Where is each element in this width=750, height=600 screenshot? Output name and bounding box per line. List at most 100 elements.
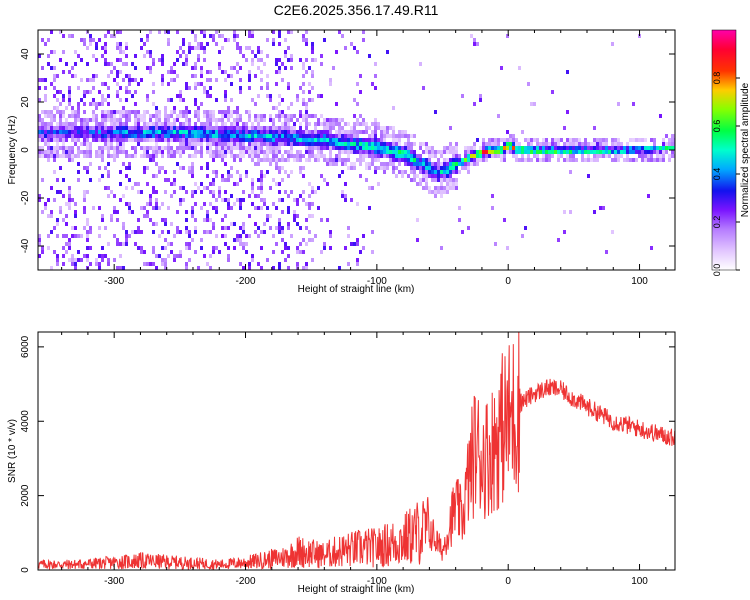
spectrogram-cell <box>284 134 287 138</box>
spectrogram-cell <box>641 150 644 154</box>
spectrogram-cell <box>245 58 248 62</box>
spectrogram-cell <box>170 138 173 142</box>
spectrogram-cell <box>227 130 230 134</box>
spectrogram-cell <box>191 126 194 130</box>
spectrogram-cell <box>200 74 203 78</box>
spectrogram-cell <box>362 142 365 146</box>
spectrogram-cell <box>284 122 287 126</box>
spectrogram-cell <box>371 138 374 142</box>
spectrogram-cell <box>350 162 353 166</box>
spectrogram-cell <box>200 42 203 46</box>
spectrogram-cell <box>68 206 71 210</box>
spectrogram-cell <box>236 110 239 114</box>
spectrogram-cell <box>125 138 128 142</box>
spectrogram-cell <box>284 190 287 194</box>
spectrogram-cell <box>539 142 542 146</box>
spectrogram-cell <box>191 46 194 50</box>
spectrogram-cell <box>530 146 533 150</box>
spectrogram-cell <box>368 162 371 166</box>
spectrogram-cell <box>200 182 203 186</box>
spectrogram-cell <box>494 242 497 246</box>
spectrogram-cell <box>518 146 521 150</box>
spectrogram-cell <box>260 134 263 138</box>
spectrogram-cell <box>290 102 293 106</box>
spectrogram-cell <box>104 42 107 46</box>
spectrogram-cell <box>158 58 161 62</box>
spectrogram-cell <box>59 30 62 34</box>
spectrogram-cell <box>179 254 182 258</box>
spectrogram-cell <box>593 146 596 150</box>
spectrogram-cell <box>161 150 164 154</box>
spectrogram-cell <box>134 110 137 114</box>
spectrogram-cell <box>563 142 566 146</box>
chart-title: C2E6.2025.356.17.49.R11 <box>274 2 439 18</box>
spectrogram-cell <box>641 146 644 150</box>
spectrogram-cell <box>527 146 530 150</box>
spectrogram-cell <box>119 134 122 138</box>
spectrogram-cell <box>161 230 164 234</box>
spectrogram-cell <box>59 210 62 214</box>
spectrogram-cell <box>161 74 164 78</box>
spectrogram-cell <box>104 50 107 54</box>
spectrogram-cell <box>47 158 50 162</box>
spectrogram-cell <box>320 134 323 138</box>
spectrogram-cell <box>47 38 50 42</box>
spectrogram-cell <box>122 50 125 54</box>
spectrogram-cell <box>98 90 101 94</box>
spectrogram-cell <box>566 142 569 146</box>
spectrogram-cell <box>515 146 518 150</box>
spectrogram-cell <box>143 118 146 122</box>
spectrogram-cell <box>494 154 497 158</box>
spectrogram-cell <box>257 122 260 126</box>
spectrogram-cell <box>116 118 119 122</box>
spectrogram-cell <box>254 54 257 58</box>
spectrogram-cell <box>245 126 248 130</box>
spectrogram-cell <box>179 230 182 234</box>
spectrogram-cell <box>371 186 374 190</box>
spectrogram-cell <box>227 198 230 202</box>
spectrogram-cell <box>182 50 185 54</box>
spectrogram-cell <box>617 146 620 150</box>
spectrogram-cell <box>443 178 446 182</box>
spectrogram-cell <box>239 158 242 162</box>
spectrogram-cell <box>140 206 143 210</box>
spectrogram-y-tick-label: 0 <box>20 147 31 153</box>
spectrogram-cell <box>173 258 176 262</box>
spectrogram-cell <box>215 142 218 146</box>
spectrogram-cell <box>203 254 206 258</box>
spectrogram-cell <box>167 30 170 34</box>
spectrogram-cell <box>230 110 233 114</box>
spectrogram-cell <box>341 118 344 122</box>
spectrogram-cell <box>194 146 197 150</box>
spectrogram-cell <box>182 62 185 66</box>
spectrogram-cell <box>431 174 434 178</box>
spectrogram-cell <box>449 158 452 162</box>
spectrogram-cell <box>413 134 416 138</box>
spectrogram-cell <box>41 138 44 142</box>
spectrogram-cell <box>257 186 260 190</box>
spectrogram-cell <box>452 182 455 186</box>
spectrogram-cell <box>281 78 284 82</box>
spectrogram-cell <box>89 38 92 42</box>
spectrogram-cell <box>98 146 101 150</box>
spectrogram-cell <box>281 134 284 138</box>
spectrogram-cell <box>101 102 104 106</box>
spectrogram-cell <box>290 190 293 194</box>
spectrogram-cell <box>44 94 47 98</box>
spectrogram-cell <box>62 246 65 250</box>
spectrogram-cell <box>194 126 197 130</box>
spectrogram-cell <box>71 198 74 202</box>
spectrogram-cell <box>299 142 302 146</box>
spectrogram-cell <box>212 114 215 118</box>
spectrogram-cell <box>326 130 329 134</box>
spectrogram-cell <box>53 78 56 82</box>
spectrogram-cell <box>407 158 410 162</box>
spectrogram-cell <box>482 146 485 150</box>
spectrogram-cell <box>116 142 119 146</box>
spectrogram-cell <box>230 154 233 158</box>
spectrogram-cell <box>170 130 173 134</box>
spectrogram-cell <box>86 90 89 94</box>
spectrogram-cell <box>254 146 257 150</box>
spectrogram-cell <box>296 130 299 134</box>
spectrogram-cell <box>53 114 56 118</box>
